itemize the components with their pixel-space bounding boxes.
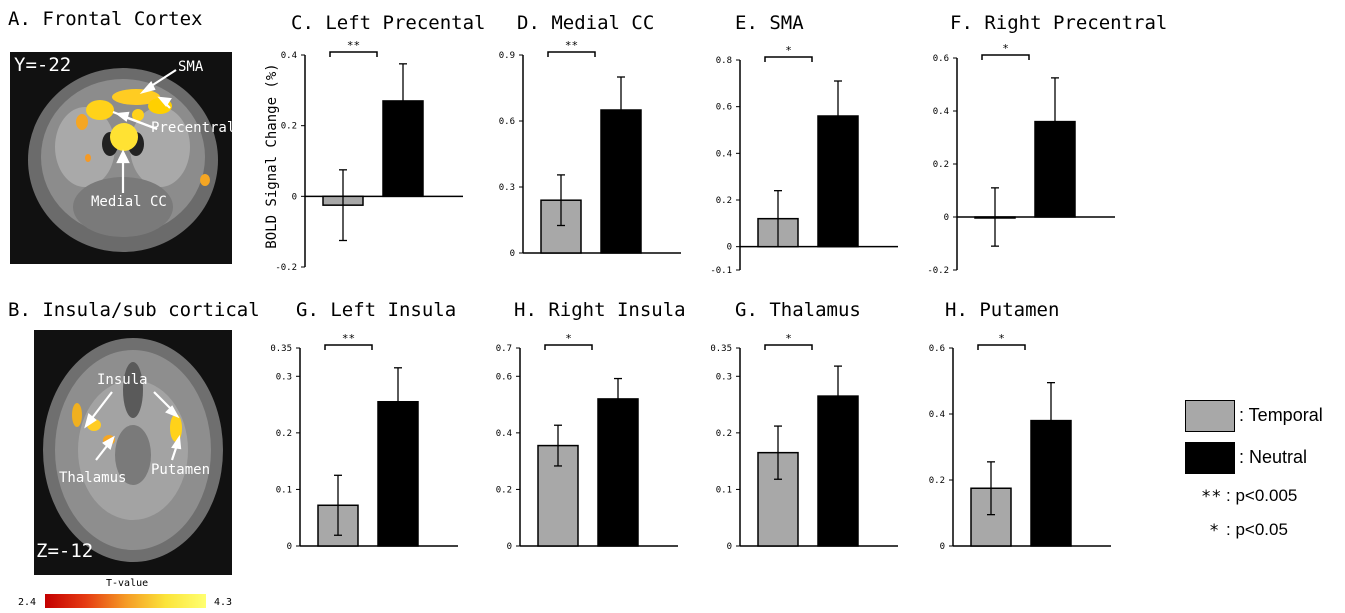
colorbar-min: 2.4 xyxy=(18,597,37,608)
significance-stars: ** xyxy=(342,332,355,345)
colorbar-label: T-value xyxy=(106,578,149,589)
legend-sig1-text: : p<0.005 xyxy=(1226,486,1298,505)
y-tick-label: 0.1 xyxy=(716,485,732,495)
coronal-brain-image: Y=-22 SMA Precentral Medial CC xyxy=(10,52,236,264)
y-tick-label: -0.1 xyxy=(710,266,732,276)
chart-title-putamen: H. Putamen xyxy=(945,299,1060,321)
thalamus-annotation: Thalamus xyxy=(59,470,127,486)
legend-neutral-label: : Neutral xyxy=(1239,447,1308,467)
putamen-annotation: Putamen xyxy=(151,462,211,478)
y-tick-label: 0.6 xyxy=(499,117,515,127)
significance-stars: * xyxy=(1002,42,1009,55)
y-tick-label: 0.35 xyxy=(710,344,732,354)
medial-cc-annotation: Medial CC xyxy=(91,194,167,210)
y-tick-label: 0.2 xyxy=(281,122,297,132)
y-tick-label: 0 xyxy=(944,213,949,223)
legend-sig1-stars: ** xyxy=(1201,487,1222,507)
panel-b-title: B. Insula/sub cortical xyxy=(8,299,260,321)
insula-annotation: Insula xyxy=(97,372,148,388)
y-tick-label: -0.2 xyxy=(275,263,297,273)
precentral-annotation: Precentral xyxy=(151,120,236,136)
colorbar-max: 4.3 xyxy=(214,597,233,608)
y-tick-label: 0 xyxy=(287,542,292,552)
y-tick-label: 0.3 xyxy=(499,183,515,193)
axial-coord-label: Z=-12 xyxy=(36,540,94,562)
y-tick-label: 0 xyxy=(510,249,515,259)
significance-bracket xyxy=(764,344,813,350)
colorbar-gradient xyxy=(45,594,206,608)
coronal-coord-label: Y=-22 xyxy=(14,54,72,76)
significance-stars: * xyxy=(785,332,792,345)
y-tick-label: 0.2 xyxy=(929,476,945,486)
chart-title-left-insula: G. Left Insula xyxy=(296,299,457,321)
panel-a-title: A. Frontal Cortex xyxy=(8,8,203,30)
bar-neutral xyxy=(377,400,419,547)
y-tick-label: 0.6 xyxy=(496,372,512,382)
significance-bracket xyxy=(544,344,593,350)
y-tick-label: 0.4 xyxy=(716,149,732,159)
coronal-brain-graphic xyxy=(28,68,218,252)
axial-brain-graphic xyxy=(43,338,223,562)
y-tick-label: 0.2 xyxy=(276,429,292,439)
y-tick-label: 0.2 xyxy=(716,429,732,439)
chart-title-right-insula: H. Right Insula xyxy=(514,299,686,321)
legend-sig2-text: : p<0.05 xyxy=(1226,520,1288,539)
y-tick-label: 0.2 xyxy=(716,196,732,206)
y-tick-label: 0 xyxy=(940,542,945,552)
y-tick-label: 0.4 xyxy=(929,410,945,420)
significance-bracket xyxy=(981,54,1030,60)
y-tick-label: 0 xyxy=(727,542,732,552)
y-tick-label: 0.1 xyxy=(276,485,292,495)
y-tick-label: 0.2 xyxy=(933,160,949,170)
chart-title-medial-cc: D. Medial CC xyxy=(517,12,655,34)
bar-neutral xyxy=(597,398,639,547)
y-tick-label: 0 xyxy=(727,243,732,253)
y-tick-label: 0.6 xyxy=(933,54,949,64)
significance-stars: * xyxy=(998,332,1005,345)
y-tick-label: -0.2 xyxy=(927,266,949,276)
significance-stars: ** xyxy=(347,39,360,52)
y-tick-label: 0.4 xyxy=(496,429,512,439)
y-tick-label: 0.6 xyxy=(929,344,945,354)
sma-annotation: SMA xyxy=(178,59,204,75)
chart-title-thalamus: G. Thalamus xyxy=(735,299,861,321)
significance-bracket xyxy=(329,51,378,57)
y-tick-label: 0 xyxy=(507,542,512,552)
legend-sig2-stars: * xyxy=(1209,521,1220,541)
significance-stars: ** xyxy=(565,39,578,52)
chart-title-left-precental: C. Left Precental xyxy=(291,12,486,34)
y-tick-label: 0.35 xyxy=(270,344,292,354)
y-tick-label: 0.2 xyxy=(496,485,512,495)
significance-bracket xyxy=(977,344,1026,350)
axial-brain-image: Insula Thalamus Putamen Z=-12 xyxy=(34,330,232,575)
legend-temporal-swatch xyxy=(1185,400,1235,432)
y-tick-label: 0.3 xyxy=(276,372,292,382)
y-tick-label: 0.8 xyxy=(716,56,732,66)
significance-bracket xyxy=(764,56,813,62)
y-tick-label: 0.4 xyxy=(933,107,949,117)
chart-title-right-precentral: F. Right Precentral xyxy=(950,12,1168,34)
chart-title-sma: E. SMA xyxy=(735,12,804,34)
y-tick-label: 0.6 xyxy=(716,103,732,113)
y-tick-label: 0.3 xyxy=(716,372,732,382)
y-tick-label: 0 xyxy=(292,192,297,202)
significance-bracket xyxy=(547,51,596,57)
y-tick-label: 0.4 xyxy=(281,51,297,61)
legend-temporal-label: : Temporal xyxy=(1239,405,1323,425)
significance-bracket xyxy=(324,344,373,350)
significance-stars: * xyxy=(565,332,572,345)
legend-neutral-swatch xyxy=(1185,442,1235,474)
y-tick-label: 0.9 xyxy=(499,51,515,61)
significance-stars: * xyxy=(785,44,792,57)
y-tick-label: 0.7 xyxy=(496,344,512,354)
